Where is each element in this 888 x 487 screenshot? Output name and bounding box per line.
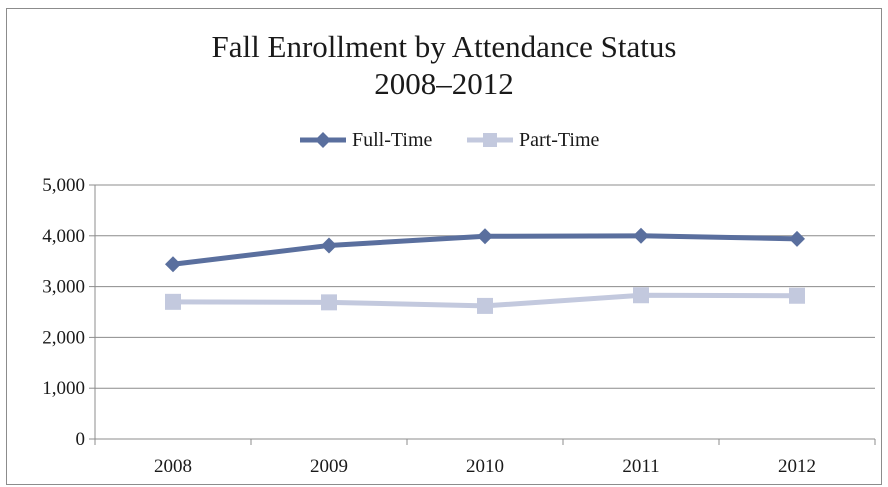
x-tick-label: 2008 [154, 456, 192, 477]
y-tick-label: 3,000 [42, 277, 85, 298]
chart-title: Fall Enrollment by Attendance Status 200… [0, 28, 888, 102]
legend: Full-Time Part-Time [0, 128, 888, 152]
y-tick-label: 5,000 [42, 175, 85, 196]
chart-frame [6, 8, 882, 485]
data-point-full-time [633, 227, 649, 244]
y-tick-label: 4,000 [42, 226, 85, 247]
legend-swatch-part-time [467, 133, 513, 147]
data-point-full-time [321, 237, 337, 254]
data-point-full-time [789, 230, 805, 247]
data-point-full-time [165, 256, 181, 273]
y-tick-label: 1,000 [42, 378, 85, 399]
legend-label-part-time: Part-Time [519, 128, 600, 151]
y-tick-label: 2,000 [42, 327, 85, 348]
data-point-part-time [789, 287, 805, 304]
data-point-full-time [477, 228, 493, 245]
legend-item-full-time: Full-Time [298, 128, 432, 152]
x-tick-label: 2010 [466, 456, 504, 477]
legend-item-part-time: Part-Time [465, 128, 599, 152]
legend-swatch-full-time [300, 132, 346, 148]
legend-label-full-time: Full-Time [352, 128, 433, 151]
x-tick-label: 2009 [310, 456, 348, 477]
data-point-part-time [165, 293, 181, 310]
x-tick-label: 2011 [622, 456, 659, 477]
data-point-part-time [321, 294, 337, 311]
chart-title-line-2: 2008–2012 [374, 66, 514, 101]
data-point-part-time [633, 287, 649, 304]
x-tick-label: 2012 [778, 456, 816, 477]
chart-title-line-1: Fall Enrollment by Attendance Status [211, 29, 677, 64]
y-tick-label: 0 [76, 429, 86, 450]
data-point-part-time [477, 297, 493, 314]
